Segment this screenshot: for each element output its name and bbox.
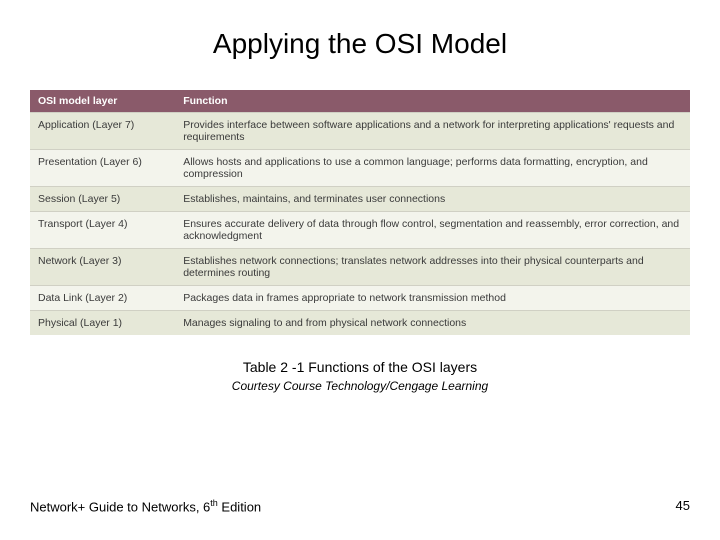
table-row: Physical (Layer 1)Manages signaling to a… [30, 311, 690, 336]
table-body: Application (Layer 7)Provides interface … [30, 113, 690, 336]
cell-layer: Physical (Layer 1) [30, 311, 175, 336]
cell-layer: Application (Layer 7) [30, 113, 175, 150]
cell-layer: Presentation (Layer 6) [30, 150, 175, 187]
column-header-function: Function [175, 90, 690, 113]
osi-table: OSI model layer Function Application (La… [30, 90, 690, 335]
cell-function: Provides interface between software appl… [175, 113, 690, 150]
footer-text-pre: Network+ Guide to Networks, 6 [30, 499, 210, 514]
footer-text-sup: th [210, 498, 218, 508]
slide-footer: Network+ Guide to Networks, 6th Edition … [30, 498, 690, 514]
table-row: Presentation (Layer 6)Allows hosts and a… [30, 150, 690, 187]
cell-function: Allows hosts and applications to use a c… [175, 150, 690, 187]
cell-function: Establishes, maintains, and terminates u… [175, 187, 690, 212]
page-number: 45 [676, 498, 690, 514]
table-credit: Courtesy Course Technology/Cengage Learn… [0, 379, 720, 393]
cell-function: Establishes network connections; transla… [175, 249, 690, 286]
table-row: Data Link (Layer 2)Packages data in fram… [30, 286, 690, 311]
cell-layer: Network (Layer 3) [30, 249, 175, 286]
cell-layer: Transport (Layer 4) [30, 212, 175, 249]
cell-function: Manages signaling to and from physical n… [175, 311, 690, 336]
column-header-layer: OSI model layer [30, 90, 175, 113]
table-caption: Table 2 -1 Functions of the OSI layers [0, 359, 720, 375]
footer-book-title: Network+ Guide to Networks, 6th Edition [30, 498, 261, 514]
osi-table-container: OSI model layer Function Application (La… [30, 90, 690, 335]
cell-layer: Session (Layer 5) [30, 187, 175, 212]
cell-layer: Data Link (Layer 2) [30, 286, 175, 311]
cell-function: Ensures accurate delivery of data throug… [175, 212, 690, 249]
cell-function: Packages data in frames appropriate to n… [175, 286, 690, 311]
slide-title: Applying the OSI Model [0, 0, 720, 90]
table-row: Session (Layer 5)Establishes, maintains,… [30, 187, 690, 212]
table-row: Application (Layer 7)Provides interface … [30, 113, 690, 150]
table-row: Transport (Layer 4)Ensures accurate deli… [30, 212, 690, 249]
table-row: Network (Layer 3)Establishes network con… [30, 249, 690, 286]
footer-text-post: Edition [218, 499, 261, 514]
table-header-row: OSI model layer Function [30, 90, 690, 113]
